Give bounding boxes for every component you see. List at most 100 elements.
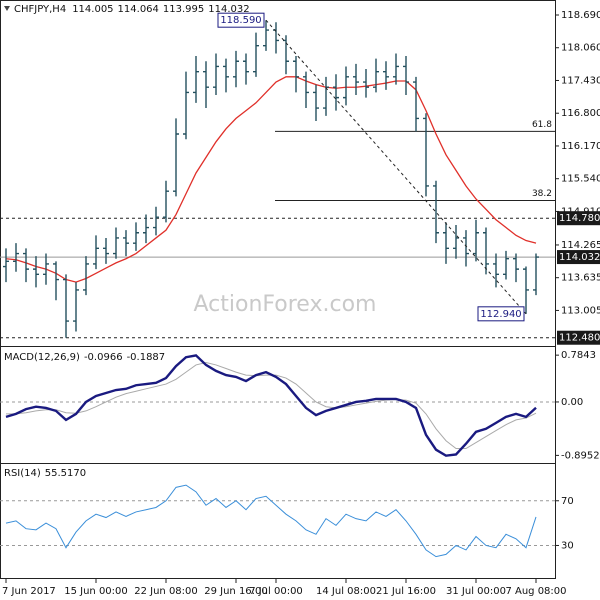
ohlc-bar [523,266,529,314]
moving-average [5,76,537,283]
level-label: 114.032 [559,252,600,263]
rsi-name: RSI(14) [4,468,41,479]
watermark: ActionForex.com [194,292,377,317]
ohlc-bar [393,53,399,85]
ohlc-bar [73,282,79,332]
ohlc-bar [413,76,419,132]
ohlc-bar [153,206,159,236]
x-tick-label: 21 Jul 16:00 [376,586,436,597]
ohlc-bar [213,53,219,96]
ohlc-bar [233,50,239,88]
x-tick-label: 15 Jun 00:00 [64,586,128,597]
y-tick-label: 116.170 [561,141,600,152]
ohlc-bar [163,180,169,223]
ohlc-bar [433,180,439,244]
y-tick-label: 118.690 [561,10,600,21]
level-label: 112.480 [559,333,600,344]
ohlc-bar [173,118,179,197]
ohlc-bar [293,56,299,93]
ohlc-bar [123,230,129,257]
y-tick-label: 118.060 [561,43,600,54]
ohlc-bar [483,227,489,275]
signal-value: -0.1887 [127,352,166,363]
plot-frame [0,0,556,579]
ohlc-high: 114.064 [118,4,159,15]
ohlc-bar [113,227,119,259]
y-tick-label: 113.005 [561,305,600,316]
trend-line [265,19,527,315]
ohlc-bar [103,237,109,264]
ohlc-bar [63,274,69,338]
ohlc-open: 114.005 [72,4,113,15]
ohlc-bar [133,222,139,251]
y-tick-label: -0.8952 [561,450,600,461]
ohlc-bar [303,71,309,109]
ohlc-bar [43,253,49,285]
ohlc-bar [143,214,149,244]
ohlc-low: 113.995 [163,4,204,15]
ohlc-bar [423,113,429,197]
ohlc-bar [23,248,29,283]
y-tick-label: 30 [561,540,574,551]
ohlc-bar [493,253,499,288]
ohlc-bar [353,63,359,96]
ohlc-bar [193,56,199,103]
y-tick-label: 114.265 [561,240,600,251]
ohlc-bar [313,84,319,122]
symbol-icon [4,6,10,11]
ohlc-bar [473,219,479,262]
x-tick-label: 7 Jul 00:00 [249,586,303,597]
ohlc-bar [533,253,539,296]
annotation-label: 112.940 [480,309,521,320]
annotation-box [217,12,265,28]
rsi-title: RSI(14) 55.5170 [4,468,86,479]
ohlc-bar [403,56,409,96]
ohlc-bar [503,250,509,280]
ohlc-bar [323,76,329,116]
ohlc-bar [373,58,379,93]
ohlc-bar [283,35,289,75]
annotation-label: 118.590 [220,15,261,26]
ohlc-bar [263,20,269,51]
y-tick-label: 116.800 [561,108,600,119]
fib-label: 38.2 [532,189,552,199]
y-tick-label: 115.540 [561,174,600,185]
ohlc-bar [443,222,449,264]
ohlc-bar [3,248,9,283]
ohlc-bar [13,243,19,272]
x-tick-label: 31 Jul 00:00 [446,586,506,597]
ohlc-bar [513,253,519,283]
ohlc-bar [93,235,99,270]
macd-value: -0.0966 [84,352,123,363]
ohlc-bar [253,32,259,77]
y-tick-label: 113.635 [561,273,600,284]
ohlc-bar [273,22,279,54]
indicator-line [5,354,537,457]
ohlc-close: 114.032 [208,4,249,15]
y-tick-label: 117.430 [561,75,600,86]
fib-label: 61.8 [532,120,552,130]
level-box [557,330,600,345]
level-box [557,250,600,265]
x-tick-label: 29 Jun 16:00 [204,586,268,597]
ohlc-bar [383,61,389,90]
ohlc-bar [463,230,469,267]
ohlc-bar [33,256,39,288]
ohlc-bar [223,58,229,93]
x-tick-label: 7 Jun 2017 [2,586,56,597]
ohlc-bar [53,261,59,301]
ohlc-bar [183,71,189,140]
x-tick-label: 14 Jul 08:00 [316,586,376,597]
ohlc-bar [453,224,459,259]
y-tick-label: 70 [561,496,574,507]
ohlc-bar [363,69,369,98]
ohlc-bar [203,61,209,109]
rsi-value: 55.5170 [45,468,86,479]
symbol: CHFJPY,H4 [14,4,66,15]
level-label: 114.780 [559,213,600,224]
y-tick-label: 0.00 [561,397,583,408]
ohlc-bar [243,53,249,85]
x-tick-label: 7 Aug 08:00 [505,586,566,597]
macd-title: MACD(12,26,9) -0.0966 -0.1887 [4,352,165,363]
